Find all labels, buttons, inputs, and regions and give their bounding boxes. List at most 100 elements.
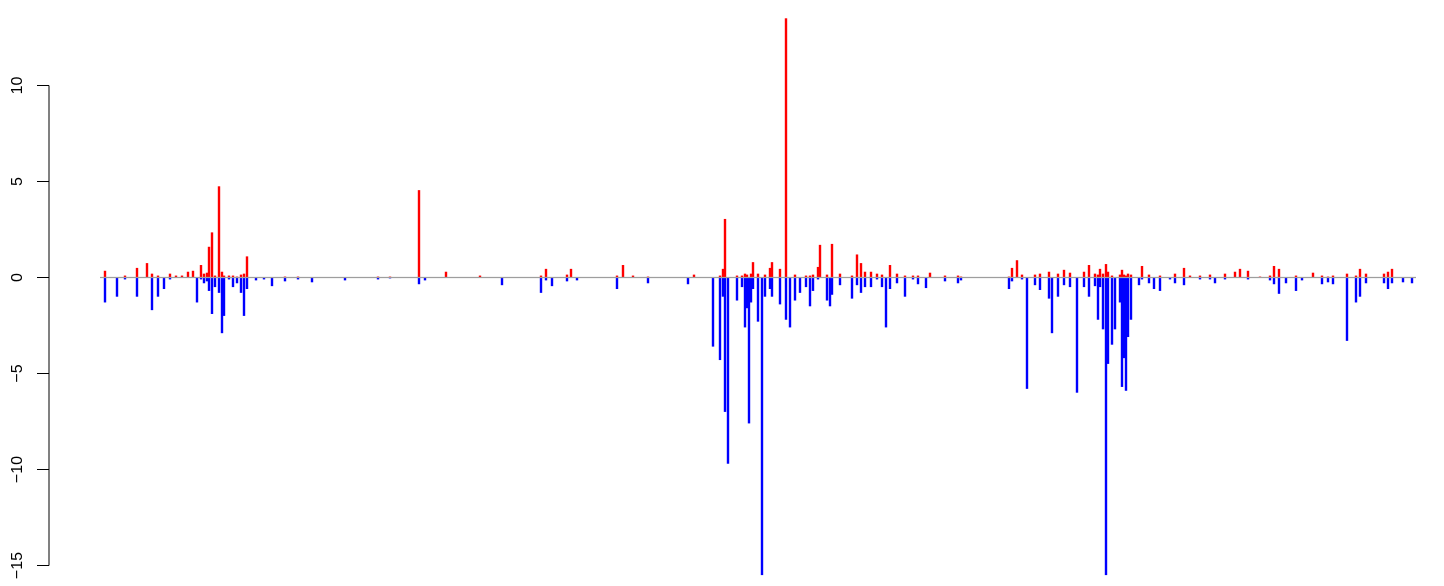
bar-negative	[1020, 277, 1024, 280]
bar-negative	[156, 277, 160, 297]
bar-positive	[174, 275, 178, 278]
bar-negative	[816, 277, 820, 280]
bar-positive	[818, 244, 822, 278]
bar-negative	[1098, 277, 1102, 288]
y-tick-label: −15	[9, 552, 26, 579]
bar-negative	[875, 277, 879, 280]
bar-negative	[743, 277, 747, 328]
bar-negative	[417, 277, 421, 285]
bar-negative	[1082, 277, 1086, 288]
bar-positive	[213, 275, 217, 278]
bar-positive	[1082, 271, 1086, 278]
bar-negative	[768, 277, 772, 290]
bar-positive	[1311, 272, 1315, 278]
bar-negative	[262, 277, 266, 280]
bar-negative	[1294, 277, 1298, 291]
bar-positive	[444, 271, 448, 278]
bar-negative	[213, 277, 217, 288]
bar-negative	[254, 277, 258, 281]
bar-negative	[1152, 277, 1156, 290]
bar-negative	[1147, 277, 1151, 284]
bar-negative	[718, 277, 722, 361]
bar-positive	[956, 275, 960, 278]
bar-negative	[162, 277, 166, 290]
bar-positive	[1126, 273, 1130, 278]
bar-positive	[168, 273, 172, 278]
bar-negative	[1075, 277, 1079, 393]
bar-negative	[210, 277, 214, 314]
bar-positive	[928, 272, 932, 278]
bar-negative	[798, 277, 802, 293]
bar-negative	[103, 277, 107, 303]
bar-negative	[1038, 277, 1042, 290]
bar-positive	[227, 275, 231, 278]
bar-positive	[770, 262, 774, 278]
bar-negative	[726, 277, 730, 464]
bar-negative	[239, 277, 243, 293]
bar-negative	[895, 277, 899, 284]
bar-positive	[1345, 273, 1349, 278]
bar-positive	[778, 268, 782, 278]
bar-positive	[1268, 275, 1272, 278]
bar-negative	[1104, 277, 1108, 576]
bar-positive	[721, 268, 725, 278]
bar-negative	[959, 277, 963, 281]
bar-positive	[855, 254, 859, 278]
bar-positive	[417, 190, 421, 278]
bar-positive	[544, 268, 548, 278]
bar-negative	[828, 277, 832, 307]
bar-negative	[916, 277, 920, 285]
bar-positive	[784, 18, 788, 278]
bar-positive	[830, 243, 834, 278]
bar-negative	[539, 277, 543, 293]
bar-positive	[1272, 265, 1276, 278]
bar-negative	[1246, 277, 1250, 280]
bar-positive	[692, 274, 696, 278]
bar-positive	[1364, 273, 1368, 278]
bar-positive	[1158, 275, 1162, 278]
bar-positive	[859, 263, 863, 278]
bar-positive	[123, 275, 127, 278]
bar-positive	[202, 273, 206, 278]
bar-positive	[745, 274, 749, 278]
bar-negative	[615, 277, 619, 290]
bar-positive	[1331, 275, 1335, 278]
bar-negative	[943, 277, 947, 282]
bar-positive	[1294, 275, 1298, 278]
bar-negative	[283, 277, 287, 282]
bar-positive	[1198, 275, 1202, 278]
bar-negative	[1118, 277, 1122, 303]
bar-negative	[838, 277, 842, 286]
bar-positive	[723, 218, 727, 278]
bar-positive	[838, 273, 842, 278]
bar-negative	[1168, 277, 1172, 280]
bar-negative	[880, 277, 884, 288]
bar-positive	[943, 275, 947, 278]
bar-negative	[1010, 277, 1014, 282]
bar-negative	[1300, 277, 1304, 281]
bar-positive	[1208, 274, 1212, 278]
bar-negative	[1096, 277, 1100, 320]
bar-negative	[205, 277, 209, 282]
bar-positive	[1120, 269, 1124, 278]
bar-negative	[745, 277, 749, 309]
bar-negative	[778, 277, 782, 305]
bar-positive	[1062, 269, 1066, 278]
bar-negative	[825, 277, 829, 301]
bar-positive	[1390, 268, 1394, 278]
bar-negative	[751, 277, 755, 290]
bar-negative	[207, 277, 211, 291]
bar-negative	[711, 277, 715, 347]
bar-positive	[1047, 271, 1051, 278]
bar-positive	[1140, 265, 1144, 278]
bar-negative	[135, 277, 139, 297]
bar-negative	[756, 277, 760, 322]
bar-positive	[1106, 271, 1110, 278]
bar-negative	[1198, 277, 1202, 280]
bar-positive	[875, 273, 879, 278]
bar-positive	[768, 267, 772, 278]
bar-negative	[1382, 277, 1386, 284]
bar-positive	[186, 271, 190, 278]
bar-negative	[544, 277, 548, 281]
bar-negative	[1129, 277, 1133, 320]
